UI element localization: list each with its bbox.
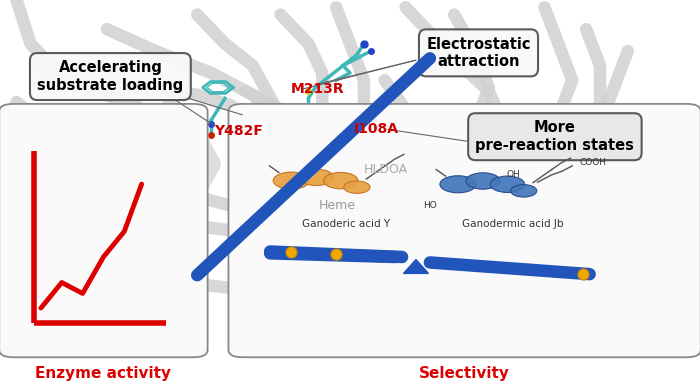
Text: Accelerating
substrate loading: Accelerating substrate loading <box>37 60 183 93</box>
Ellipse shape <box>293 172 324 185</box>
FancyBboxPatch shape <box>228 104 700 357</box>
Ellipse shape <box>299 169 333 186</box>
Text: Ganoderic acid Y: Ganoderic acid Y <box>302 219 391 229</box>
Ellipse shape <box>273 172 309 189</box>
Ellipse shape <box>344 181 370 194</box>
Text: Y482F: Y482F <box>215 124 263 138</box>
Text: HLDOA: HLDOA <box>364 163 408 176</box>
Text: OH: OH <box>506 170 520 179</box>
Text: Ganodermic acid Jb: Ganodermic acid Jb <box>463 219 564 229</box>
Text: M213R: M213R <box>291 82 344 96</box>
Text: More
pre-reaction states: More pre-reaction states <box>475 120 634 153</box>
Ellipse shape <box>490 176 524 192</box>
Ellipse shape <box>295 154 328 167</box>
Text: Electrostatic
attraction: Electrostatic attraction <box>426 37 531 69</box>
Ellipse shape <box>321 159 354 173</box>
Ellipse shape <box>268 159 303 173</box>
Text: COOH: COOH <box>579 158 606 167</box>
Polygon shape <box>267 178 371 208</box>
Ellipse shape <box>323 173 358 189</box>
Text: Heme: Heme <box>318 200 356 213</box>
FancyBboxPatch shape <box>0 104 208 357</box>
Text: I108A: I108A <box>354 122 398 136</box>
Text: Enzyme activity: Enzyme activity <box>36 367 172 381</box>
Polygon shape <box>403 259 428 274</box>
Ellipse shape <box>510 185 537 197</box>
Ellipse shape <box>318 170 349 182</box>
Ellipse shape <box>466 173 500 189</box>
Polygon shape <box>293 186 345 201</box>
Ellipse shape <box>440 176 476 193</box>
Text: Selectivity: Selectivity <box>419 367 510 381</box>
Text: HO: HO <box>423 202 437 210</box>
